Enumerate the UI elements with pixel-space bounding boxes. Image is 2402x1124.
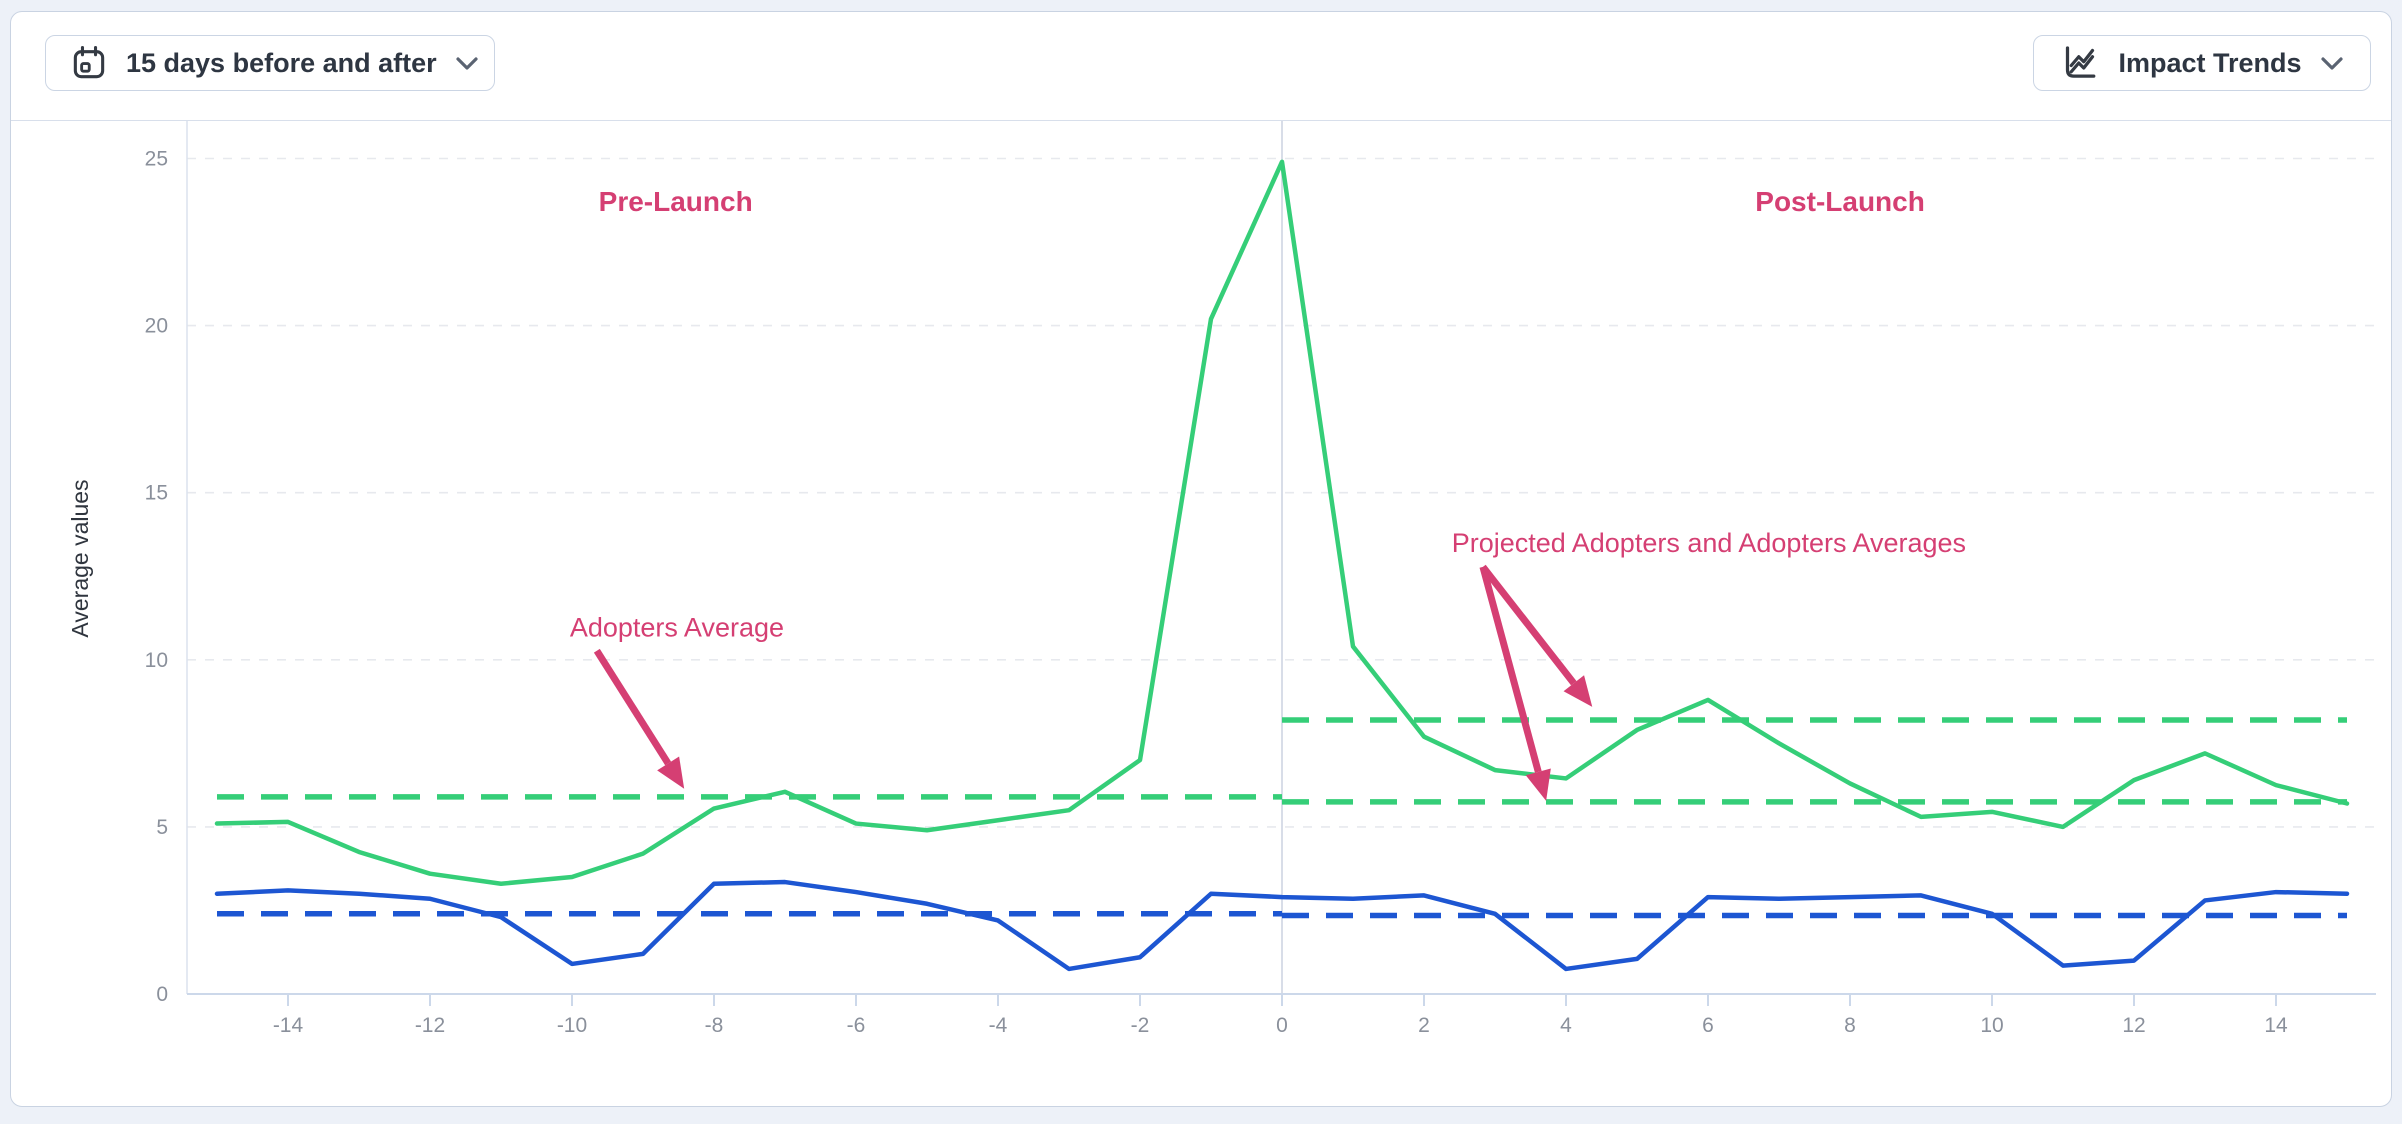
- annotation-arrowhead: [657, 756, 685, 789]
- impact-chart: 0 5 10 15 20 25 -14 -12 -10 -8 -6 -4 -2 0 2 4 6 8 10 12 14 Av…: [11, 121, 2389, 1105]
- line-chart-icon: [2060, 43, 2100, 83]
- adopters-line: [214, 159, 2350, 886]
- y-tick-label: 10: [145, 649, 168, 672]
- chevron-down-icon: [2320, 56, 2344, 71]
- x-tick-label: 12: [2122, 1014, 2145, 1037]
- x-tick-label: 2: [1418, 1014, 1430, 1037]
- y-tick-label: 0: [156, 983, 168, 1006]
- chart-toolbar: 15 days before and after Impact Trends: [11, 12, 2391, 121]
- x-tick-label: -2: [1131, 1014, 1150, 1037]
- annotation-arrow: [1479, 565, 1542, 773]
- annotation-text: Adopters Average: [570, 613, 784, 643]
- date-range-dropdown[interactable]: 15 days before and after: [45, 35, 495, 91]
- annotation-arrowhead: [1525, 768, 1551, 801]
- x-tick-label: 10: [1980, 1014, 2003, 1037]
- annotation-arrow: [593, 648, 672, 766]
- x-tick-label: 8: [1844, 1014, 1856, 1037]
- annotation-text: Post-Launch: [1755, 186, 1925, 217]
- x-tick-label: 6: [1702, 1014, 1714, 1037]
- impact-chart-svg: 0 5 10 15 20 25 -14 -12 -10 -8 -6 -4 -2 0 2 4 6 8 10 12 14 Av…: [67, 121, 2376, 1037]
- y-axis-title: Average values: [67, 479, 93, 637]
- annotation-text: Projected Adopters and Adopters Averages: [1452, 528, 1966, 558]
- annotation-arrowhead: [1563, 675, 1593, 707]
- blue-line: [214, 879, 2350, 972]
- annotation-text: Pre-Launch: [599, 186, 753, 217]
- x-tick-label: -4: [989, 1014, 1008, 1037]
- chevron-down-icon: [455, 56, 479, 71]
- impact-trends-dropdown[interactable]: Impact Trends: [2033, 35, 2371, 91]
- x-tick-label: 4: [1560, 1014, 1572, 1037]
- x-tick-label: -8: [705, 1014, 724, 1037]
- x-tick-label: -6: [847, 1014, 866, 1037]
- x-tick-label: -10: [557, 1014, 587, 1037]
- y-tick-label: 15: [145, 482, 168, 505]
- x-tick-label: -14: [273, 1014, 304, 1037]
- y-tick-label: 20: [145, 315, 168, 338]
- calendar-icon: [70, 44, 108, 82]
- impact-trends-label: Impact Trends: [2118, 47, 2302, 78]
- y-tick-label: 25: [145, 148, 168, 171]
- x-tick-label: 14: [2264, 1014, 2288, 1037]
- annotation-arrow: [1480, 564, 1577, 686]
- date-range-label: 15 days before and after: [126, 47, 437, 78]
- x-tick-label: -12: [415, 1014, 445, 1037]
- x-tick-label: 0: [1276, 1014, 1288, 1037]
- impact-trends-card: 15 days before and after Impact Trends: [10, 11, 2392, 1107]
- y-tick-label: 5: [156, 816, 168, 839]
